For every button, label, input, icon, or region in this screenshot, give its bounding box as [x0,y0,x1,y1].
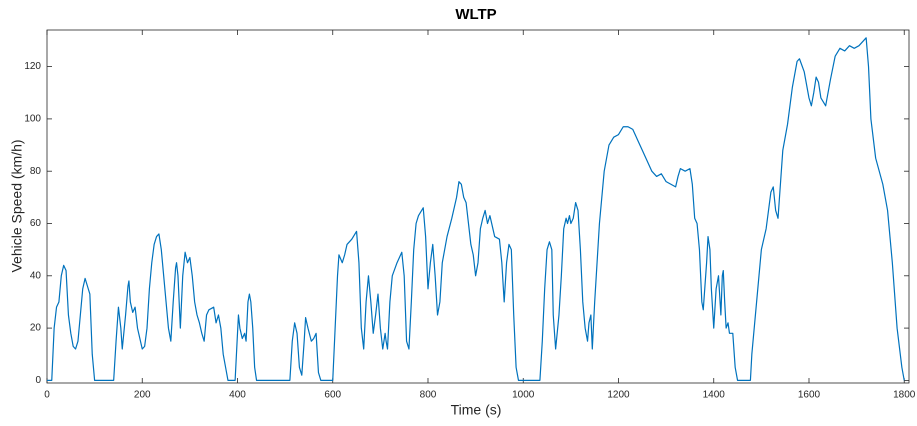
y-tick-label: 120 [24,61,41,72]
x-tick-label: 1400 [703,390,726,401]
y-tick-label: 100 [24,114,41,125]
x-axis-label: Time (s) [451,402,502,418]
x-tick-label: 800 [420,390,437,401]
speed-line [47,37,905,381]
y-tick-label: 0 [35,375,41,386]
y-tick-label: 20 [30,323,42,334]
x-tick-label: 600 [324,390,341,401]
x-tick-label: 1200 [607,390,630,401]
x-tick-label: 1000 [512,390,535,401]
x-tick-label: 1800 [893,390,916,401]
x-tick-label: 400 [229,390,246,401]
chart-title: WLTP [455,6,496,23]
plot-box [46,29,910,384]
x-tick-label: 1600 [798,390,821,401]
y-tick-label: 60 [30,218,42,229]
y-tick-label: 40 [30,270,42,281]
y-axis-label: Vehicle Speed (km/h) [9,139,25,272]
x-tick-label: 200 [134,390,151,401]
y-tick-label: 80 [30,166,42,177]
x-tick-label: 0 [44,390,50,401]
